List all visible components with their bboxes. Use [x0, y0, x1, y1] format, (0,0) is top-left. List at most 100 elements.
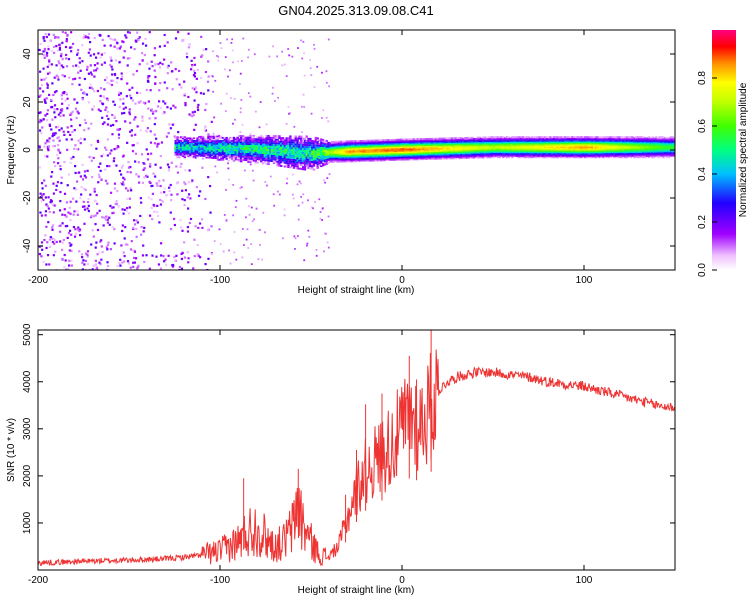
heatmap-cell — [427, 144, 430, 147]
heatmap-cell — [294, 237, 297, 240]
heatmap-cell — [103, 216, 106, 219]
heatmap-cell — [474, 141, 478, 144]
heatmap-cell — [198, 153, 201, 156]
heatmap-cell — [209, 144, 212, 146]
heatmap-cell — [320, 153, 323, 156]
heatmap-cell — [542, 136, 545, 139]
heatmap-cell — [356, 157, 359, 160]
heatmap-cell — [518, 147, 521, 150]
heatmap-cell — [465, 155, 469, 158]
heatmap-cell — [385, 139, 389, 141]
heatmap-cell — [234, 144, 237, 147]
heatmap-cell — [234, 147, 237, 150]
heatmap-cell — [523, 138, 527, 141]
heatmap-cell — [289, 137, 292, 140]
heatmap-cell — [471, 140, 474, 143]
heatmap-cell — [518, 143, 521, 146]
heatmap-cell — [223, 136, 227, 139]
heatmap-cell — [287, 156, 290, 159]
heatmap-cell — [540, 138, 543, 141]
heatmap-cell — [287, 146, 290, 149]
heatmap-cell — [168, 123, 171, 126]
heatmap-cell — [518, 150, 521, 152]
heatmap-cell — [472, 149, 476, 152]
heatmap-cell — [482, 145, 485, 148]
heatmap-cell — [205, 156, 208, 159]
heatmap-cell — [336, 143, 339, 146]
heatmap-cell — [411, 148, 414, 151]
heatmap-cell — [296, 161, 299, 164]
heatmap-cell — [376, 143, 379, 146]
heatmap-cell — [432, 140, 436, 143]
heatmap-cell — [276, 151, 279, 154]
heatmap-cell — [303, 105, 306, 108]
heatmap-cell — [476, 142, 480, 145]
heatmap-cell — [263, 161, 267, 163]
heatmap-cell — [451, 156, 454, 159]
heatmap-cell — [363, 157, 367, 160]
heatmap-cell — [122, 212, 125, 215]
heatmap-cell — [117, 205, 120, 208]
heatmap-cell — [77, 65, 80, 68]
heatmap-cell — [505, 153, 509, 156]
heatmap-cell — [420, 148, 423, 151]
heatmap-cell — [409, 139, 412, 142]
heatmap-cell — [374, 158, 378, 161]
heatmap-cell — [493, 150, 496, 152]
heatmap-cell — [303, 137, 307, 140]
heatmap-cell — [49, 199, 53, 202]
heatmap-cell — [560, 143, 563, 146]
heatmap-cell — [169, 127, 172, 130]
heatmap-cell — [432, 152, 436, 155]
heatmap-cell — [83, 174, 86, 177]
heatmap-cell — [414, 148, 418, 151]
heatmap-cell — [199, 145, 203, 148]
heatmap-cell — [263, 155, 267, 158]
heatmap-cell — [425, 150, 429, 153]
heatmap-cell — [285, 162, 288, 164]
heatmap-cell — [445, 146, 449, 149]
heatmap-cell — [132, 265, 135, 268]
heatmap-cell — [185, 52, 188, 55]
heatmap-cell — [189, 154, 192, 157]
heatmap-cell — [270, 147, 274, 150]
heatmap-cell — [163, 44, 166, 47]
heatmap-cell — [163, 191, 166, 194]
heatmap-cell — [436, 157, 439, 160]
heatmap-cell — [482, 149, 485, 151]
heatmap-cell — [558, 146, 561, 149]
heatmap-cell — [420, 150, 423, 153]
heatmap-cell — [38, 146, 41, 149]
heatmap-cell — [409, 145, 412, 148]
heatmap-cell — [354, 143, 358, 146]
heatmap-cell — [482, 146, 485, 149]
heatmap-cell — [358, 148, 361, 151]
heatmap-cell — [289, 160, 292, 163]
heatmap-cell — [445, 152, 449, 155]
heatmap-cell — [378, 157, 381, 159]
heatmap-cell — [225, 142, 228, 145]
heatmap-cell — [307, 229, 310, 232]
heatmap-cell — [98, 176, 101, 179]
heatmap-cell — [389, 145, 392, 148]
heatmap-cell — [522, 155, 525, 157]
heatmap-cell — [525, 156, 529, 159]
heatmap-cell — [562, 147, 565, 150]
heatmap-cell — [487, 148, 490, 151]
heatmap-cell — [494, 142, 498, 145]
heatmap-cell — [245, 152, 248, 155]
heatmap-cell — [442, 143, 445, 146]
heatmap-cell — [156, 214, 160, 218]
heatmap-cell — [158, 66, 162, 69]
heatmap-cell — [202, 48, 205, 51]
heatmap-cell — [214, 139, 217, 142]
heatmap-cell — [265, 142, 268, 144]
heatmap-cell — [327, 162, 330, 164]
heatmap-cell — [44, 234, 47, 237]
heatmap-cell — [573, 141, 576, 144]
heatmap-cell — [72, 64, 75, 68]
heatmap-cell — [97, 108, 100, 111]
heatmap-cell — [133, 48, 136, 51]
heatmap-cell — [142, 101, 145, 104]
heatmap-cell — [241, 154, 245, 157]
